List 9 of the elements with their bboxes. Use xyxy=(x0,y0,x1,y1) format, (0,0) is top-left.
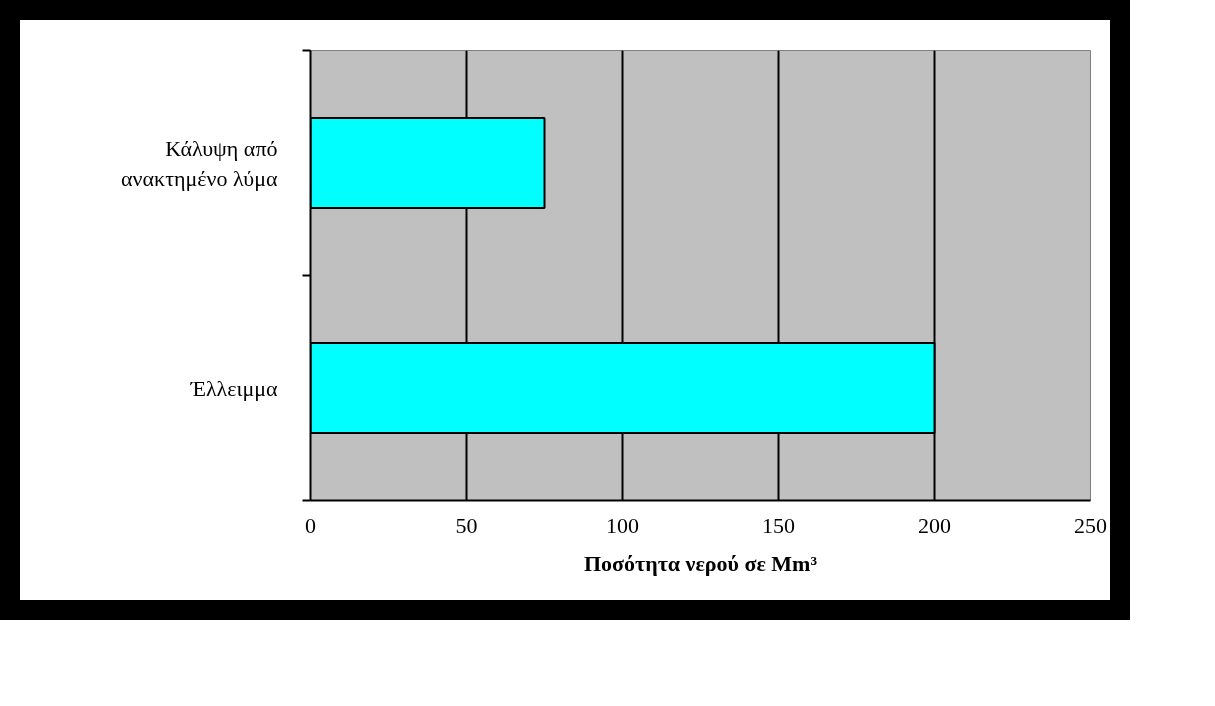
x-tick-label: 200 xyxy=(918,512,951,538)
x-axis-title: Ποσότητα νερού σε Mm³ xyxy=(583,550,818,576)
x-tick-label: 50 xyxy=(455,512,478,538)
x-tick-label: 100 xyxy=(606,512,639,538)
x-tick-label: 150 xyxy=(762,512,795,538)
y-tick-label: Κάλυψη από ανακτημένο λύμα xyxy=(121,135,278,191)
x-tick-label: 250 xyxy=(1074,512,1107,538)
y-tick-label: Έλλειμμα xyxy=(189,375,278,401)
x-tick-label: 0 xyxy=(305,512,316,538)
